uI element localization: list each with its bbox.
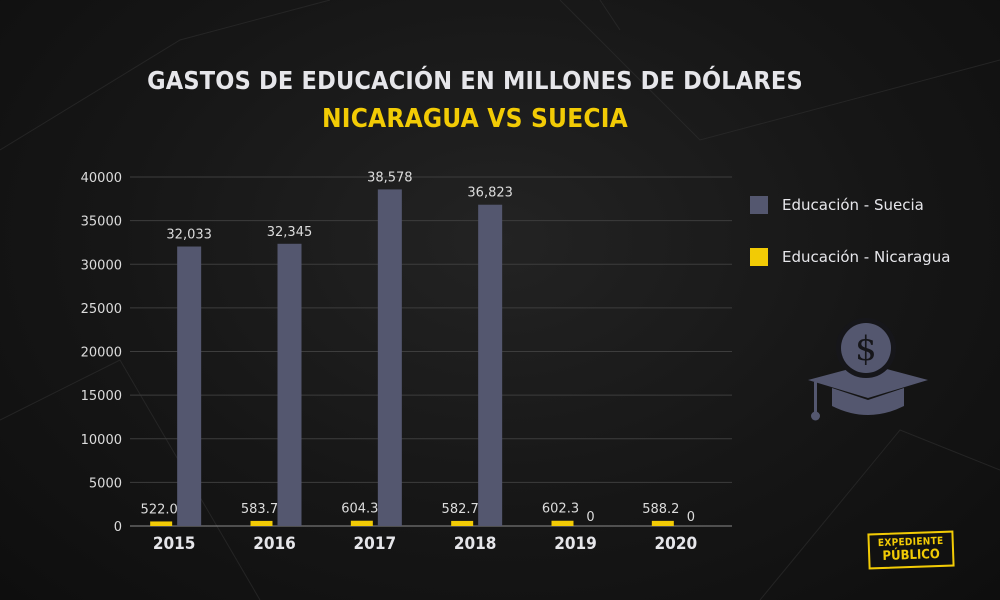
data-label-suecia: 36,823 — [467, 186, 513, 201]
chart-subtitle: NICARAGUA VS SUECIA — [322, 104, 628, 134]
data-label-suecia: 32,033 — [166, 228, 212, 243]
data-label-nicaragua: 588.2 — [642, 502, 679, 517]
x-tick-label: 2015 — [153, 534, 196, 554]
graduation-cap-dollar-icon: $ — [808, 318, 928, 421]
x-tick-label: 2019 — [554, 534, 597, 554]
legend-item-nicaragua: Educación - Nicaragua — [750, 244, 950, 270]
bar-nicaragua — [551, 520, 574, 526]
y-tick-label: 0 — [114, 520, 122, 535]
y-tick-label: 25000 — [81, 302, 122, 317]
y-tick-label: 5000 — [89, 476, 122, 491]
data-label-suecia: 32,345 — [267, 225, 313, 240]
y-tick-label: 10000 — [81, 433, 122, 448]
data-label-nicaragua: 522.0 — [141, 502, 178, 517]
legend-label-suecia: Educación - Suecia — [782, 196, 924, 214]
y-tick-label: 20000 — [81, 346, 122, 361]
y-tick-label: 35000 — [81, 215, 122, 230]
chart-legend: Educación - Suecia Educación - Nicaragua — [750, 192, 950, 296]
logo-text-line2: PÚBLICO — [882, 547, 941, 564]
data-label-nicaragua: 583.7 — [241, 502, 278, 517]
data-label-nicaragua: 582.7 — [442, 502, 479, 517]
bar-suecia — [478, 204, 503, 526]
data-label-nicaragua: 602.3 — [542, 502, 579, 517]
bar-suecia — [377, 189, 402, 526]
bar-nicaragua — [451, 520, 474, 526]
legend-label-nicaragua: Educación - Nicaragua — [782, 248, 951, 266]
x-tick-label: 2018 — [454, 534, 497, 554]
chart-title: GASTOS DE EDUCACIÓN EN MILLONES DE DÓLAR… — [147, 66, 803, 95]
y-tick-label: 15000 — [81, 389, 122, 404]
bar-suecia — [277, 243, 302, 527]
data-label-suecia: 0 — [687, 510, 695, 525]
y-tick-label: 30000 — [81, 258, 122, 273]
y-tick-label: 40000 — [81, 171, 122, 186]
bar-suecia — [177, 246, 202, 526]
svg-text:$: $ — [855, 329, 877, 369]
data-label-suecia: 0 — [586, 510, 594, 525]
chart-title-block: GASTOS DE EDUCACIÓN EN MILLONES DE DÓLAR… — [0, 62, 950, 138]
legend-item-suecia: Educación - Suecia — [750, 192, 950, 218]
legend-swatch-nicaragua — [750, 248, 768, 266]
expediente-publico-logo: EXPEDIENTE PÚBLICO — [867, 530, 955, 570]
bar-nicaragua — [250, 520, 273, 526]
x-tick-label: 2016 — [253, 534, 296, 554]
bar-nicaragua — [350, 520, 373, 526]
bar-nicaragua — [150, 521, 173, 526]
x-tick-label: 2020 — [655, 534, 698, 554]
bar-nicaragua — [651, 520, 674, 526]
x-tick-label: 2017 — [354, 534, 397, 554]
data-label-nicaragua: 604.3 — [341, 502, 378, 517]
legend-swatch-suecia — [750, 196, 768, 214]
data-label-suecia: 38,578 — [367, 170, 413, 185]
